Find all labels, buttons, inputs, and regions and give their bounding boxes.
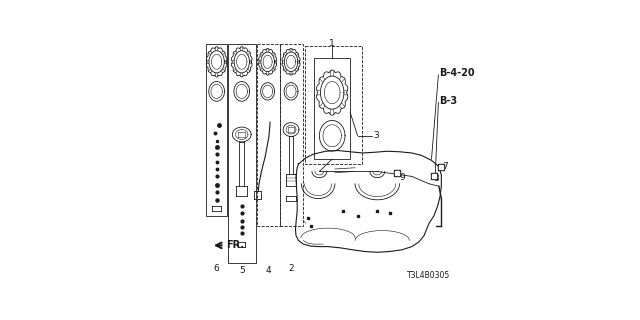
- Text: B-4-20: B-4-20: [440, 68, 475, 78]
- Bar: [206, 44, 227, 216]
- Text: 6: 6: [214, 264, 220, 273]
- Bar: [280, 44, 303, 226]
- Text: 5: 5: [239, 266, 245, 275]
- Text: 2: 2: [289, 264, 294, 273]
- Text: FR.: FR.: [226, 240, 244, 250]
- Bar: [257, 44, 280, 226]
- Text: 7: 7: [442, 162, 448, 171]
- Bar: [228, 44, 256, 263]
- Text: 3: 3: [373, 131, 379, 140]
- Text: B-3: B-3: [440, 96, 458, 106]
- Text: T3L4B0305: T3L4B0305: [406, 271, 450, 280]
- Text: 9: 9: [399, 173, 404, 182]
- Bar: [305, 46, 362, 164]
- Text: 4: 4: [266, 266, 271, 275]
- Bar: [314, 58, 350, 159]
- Text: 1: 1: [329, 39, 335, 48]
- Text: 8: 8: [433, 174, 439, 183]
